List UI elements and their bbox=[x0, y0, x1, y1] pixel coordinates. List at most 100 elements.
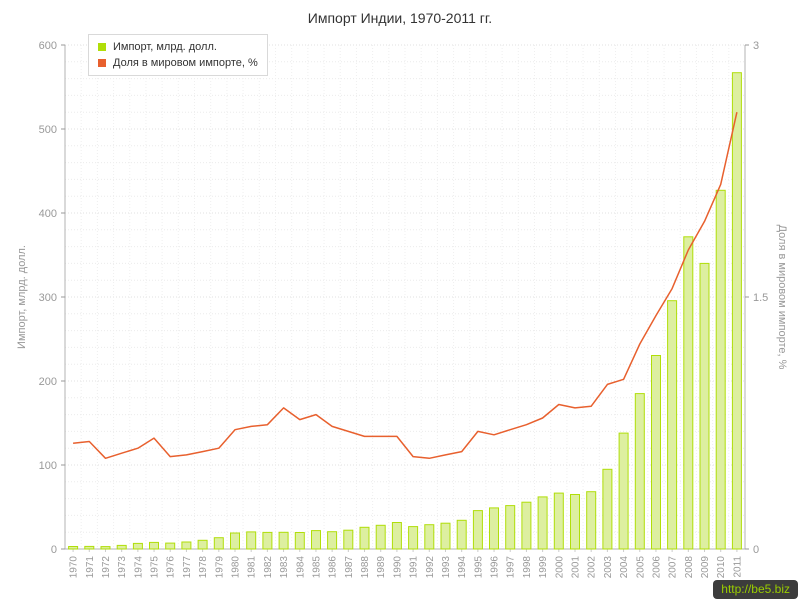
x-axis-label: 2010 bbox=[716, 556, 727, 579]
x-axis-label: 1974 bbox=[133, 556, 144, 579]
x-axis-label: 1996 bbox=[490, 556, 501, 579]
chart-title: Импорт Индии, 1970-2011 гг. bbox=[307, 10, 493, 26]
bar bbox=[505, 505, 516, 550]
y-axis-left-label: 300 bbox=[39, 292, 57, 304]
x-axis-label: 1989 bbox=[376, 556, 387, 579]
bar bbox=[586, 491, 597, 550]
bar bbox=[359, 526, 370, 550]
bar bbox=[375, 524, 386, 550]
share-line bbox=[73, 112, 738, 460]
legend-swatch-icon bbox=[98, 43, 106, 51]
x-axis-label: 1991 bbox=[409, 556, 420, 579]
y-axis-left-label: 100 bbox=[39, 460, 57, 472]
bar bbox=[343, 529, 354, 550]
bar bbox=[472, 510, 483, 550]
bar bbox=[278, 531, 289, 550]
x-axis-label: 1998 bbox=[522, 556, 533, 579]
x-axis-label: 1972 bbox=[101, 556, 112, 579]
y-axis-left-label: 200 bbox=[39, 376, 57, 388]
y-axis-right-label: 1.5 bbox=[753, 292, 768, 304]
x-axis-label: 2004 bbox=[619, 556, 630, 579]
x-axis-label: 1986 bbox=[328, 556, 339, 579]
x-axis-label: 1997 bbox=[506, 556, 517, 579]
x-axis-label: 1988 bbox=[360, 556, 371, 579]
x-axis-label: 1978 bbox=[198, 556, 209, 579]
x-axis-label: 2005 bbox=[635, 556, 646, 579]
x-axis-label: 1971 bbox=[85, 556, 96, 579]
x-axis-label: 2009 bbox=[700, 556, 711, 579]
bar bbox=[521, 501, 532, 550]
bar bbox=[408, 526, 419, 550]
bar bbox=[116, 544, 127, 550]
y-axis-right-label: 3 bbox=[753, 40, 759, 52]
watermark-link[interactable]: http://be5.biz bbox=[713, 580, 798, 599]
bar bbox=[246, 531, 257, 550]
legend-swatch-icon bbox=[98, 59, 106, 67]
bar bbox=[651, 355, 661, 550]
y-axis-left-title: Импорт, млрд. долл. bbox=[16, 245, 28, 349]
bar bbox=[391, 522, 402, 550]
x-axis-label: 1975 bbox=[150, 556, 161, 579]
y-axis-right-title: Доля в мировом импорте, % bbox=[776, 225, 788, 370]
y-axis-left-label: 500 bbox=[39, 124, 57, 136]
bar bbox=[68, 546, 79, 550]
x-axis-label: 1976 bbox=[166, 556, 177, 579]
y-axis-left-label: 600 bbox=[39, 40, 57, 52]
y-axis-right-label: 0 bbox=[753, 544, 759, 556]
bar bbox=[84, 545, 95, 550]
x-axis-label: 1977 bbox=[182, 556, 193, 579]
x-axis-label: 2001 bbox=[571, 556, 582, 579]
bar bbox=[149, 541, 159, 550]
bar bbox=[311, 530, 321, 550]
y-axis-left-label: 400 bbox=[39, 208, 57, 220]
x-axis-label: 2003 bbox=[603, 556, 614, 579]
bar bbox=[537, 496, 548, 550]
x-axis-label: 1990 bbox=[392, 556, 403, 579]
x-axis-label: 2008 bbox=[684, 556, 695, 579]
bar bbox=[294, 532, 305, 550]
x-axis-label: 2007 bbox=[668, 556, 679, 579]
x-axis-label: 1995 bbox=[473, 556, 484, 579]
x-axis-label: 1982 bbox=[263, 556, 274, 579]
bar bbox=[553, 492, 564, 550]
x-axis-label: 1993 bbox=[441, 556, 452, 579]
x-axis-label: 1987 bbox=[344, 556, 355, 579]
x-axis-label: 1994 bbox=[457, 556, 468, 579]
legend-item: Импорт, млрд. долл. bbox=[98, 39, 258, 55]
bar bbox=[100, 546, 111, 550]
bar bbox=[618, 432, 629, 550]
x-axis-label: 2000 bbox=[554, 556, 565, 579]
x-axis-label: 1992 bbox=[425, 556, 436, 579]
bar bbox=[489, 507, 499, 550]
bar bbox=[165, 542, 176, 550]
x-axis-label: 1999 bbox=[538, 556, 549, 579]
x-axis-label: 1970 bbox=[69, 556, 80, 579]
bar bbox=[731, 72, 742, 550]
legend: Импорт, млрд. долл. Доля в мировом импорт… bbox=[88, 34, 268, 76]
x-axis-label: 2006 bbox=[651, 556, 662, 579]
bar bbox=[197, 539, 208, 550]
bar bbox=[230, 532, 240, 550]
bar bbox=[602, 468, 613, 550]
bar bbox=[440, 522, 451, 550]
bar bbox=[715, 189, 726, 550]
legend-item: Доля в мировом импорте, % bbox=[98, 55, 258, 71]
bar bbox=[424, 524, 435, 550]
bar bbox=[456, 519, 467, 550]
bar bbox=[683, 236, 694, 550]
bar bbox=[132, 542, 143, 550]
bar bbox=[699, 262, 710, 550]
bar bbox=[667, 300, 678, 550]
x-axis-label: 1984 bbox=[295, 556, 306, 579]
x-axis-label: 1973 bbox=[117, 556, 128, 579]
x-axis-label: 2011 bbox=[732, 556, 743, 578]
bar bbox=[570, 494, 580, 550]
y-axis-left-label: 0 bbox=[51, 544, 57, 556]
x-axis-label: 2002 bbox=[587, 556, 598, 579]
x-axis-label: 1980 bbox=[231, 556, 242, 579]
legend-label: Доля в мировом импорте, % bbox=[113, 57, 258, 69]
x-axis-label: 1981 bbox=[247, 556, 258, 579]
bar bbox=[634, 393, 645, 550]
